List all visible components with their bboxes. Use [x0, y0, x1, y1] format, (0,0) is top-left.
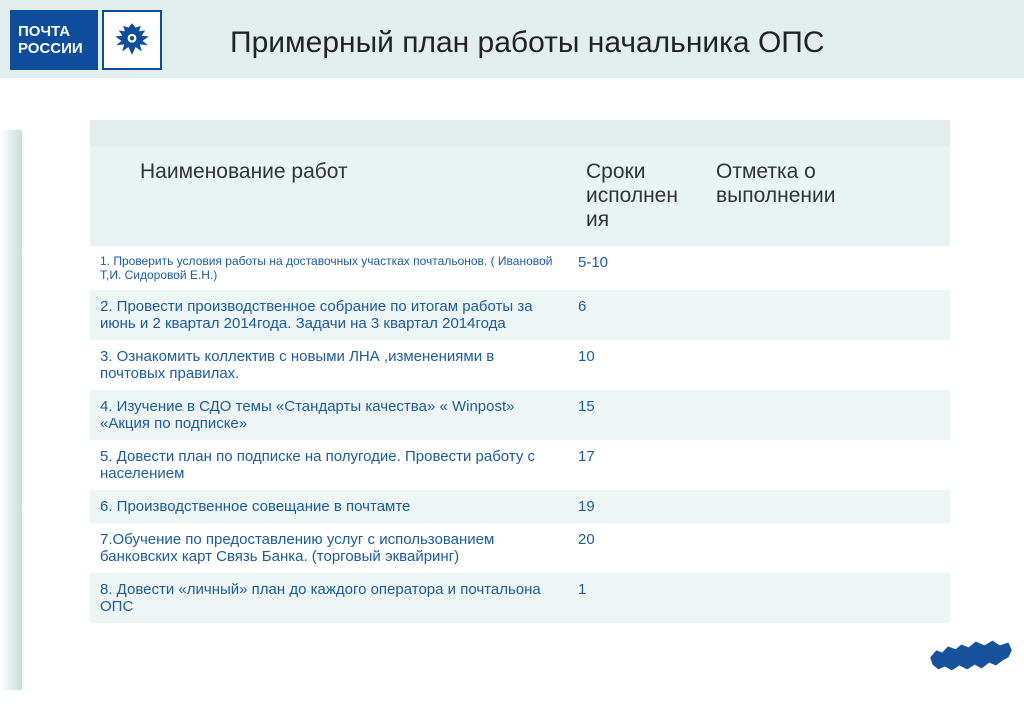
plan-table: Наименование работСроки исполнен ияОтмет… — [90, 120, 950, 623]
table-row: 7.Обучение по предоставлению услуг с исп… — [90, 523, 950, 573]
table-row: 1. Проверить условия работы на доставочн… — [90, 246, 950, 290]
cell-deadline: 15 — [568, 390, 698, 440]
table-spacer-row — [90, 120, 950, 146]
left-accent — [0, 130, 22, 690]
column-header-deadline: Сроки исполнен ия — [568, 146, 698, 246]
cell-deadline: 1 — [568, 573, 698, 623]
cell-deadline: 5-10 — [568, 246, 698, 290]
cell-deadline: 6 — [568, 290, 698, 340]
spacer-cell — [698, 120, 950, 146]
cell-mark — [698, 340, 950, 390]
russia-map-icon — [926, 631, 1016, 679]
column-header-name: Наименование работ — [90, 146, 568, 246]
cell-mark — [698, 290, 950, 340]
table-row: 6. Производственное совещание в почтамте… — [90, 490, 950, 523]
cell-mark — [698, 440, 950, 490]
cell-name: 1. Проверить условия работы на доставочн… — [90, 246, 568, 290]
cell-name: 4. Изучение в СДО темы «Стандарты качест… — [90, 390, 568, 440]
spacer-cell — [90, 120, 568, 146]
eagle-icon — [110, 18, 154, 62]
cell-mark — [698, 246, 950, 290]
cell-mark — [698, 523, 950, 573]
logo: ПОЧТА РОССИИ — [10, 10, 162, 70]
logo-line2: РОССИИ — [18, 40, 98, 57]
logo-line1: ПОЧТА — [18, 23, 98, 40]
cell-name: 5. Довести план по подписке на полугодие… — [90, 440, 568, 490]
table-row: 4. Изучение в СДО темы «Стандарты качест… — [90, 390, 950, 440]
cell-name: 7.Обучение по предоставлению услуг с исп… — [90, 523, 568, 573]
cell-deadline: 10 — [568, 340, 698, 390]
cell-name: 6. Производственное совещание в почтамте — [90, 490, 568, 523]
page-title: Примерный план работы начальника ОПС — [230, 26, 825, 60]
cell-name: 8. Довести «личный» план до каждого опер… — [90, 573, 568, 623]
table-row: 2. Провести производственное собрание по… — [90, 290, 950, 340]
cell-name: 3. Ознакомить коллектив с новыми ЛНА ,из… — [90, 340, 568, 390]
column-header-mark: Отметка о выполнении — [698, 146, 950, 246]
cell-deadline: 19 — [568, 490, 698, 523]
cell-name: 2. Провести производственное собрание по… — [90, 290, 568, 340]
logo-text: ПОЧТА РОССИИ — [10, 10, 98, 70]
cell-deadline: 20 — [568, 523, 698, 573]
table-row: 8. Довести «личный» план до каждого опер… — [90, 573, 950, 623]
cell-mark — [698, 573, 950, 623]
table-row: 3. Ознакомить коллектив с новыми ЛНА ,из… — [90, 340, 950, 390]
table-row: 5. Довести план по подписке на полугодие… — [90, 440, 950, 490]
cell-deadline: 17 — [568, 440, 698, 490]
logo-emblem — [102, 10, 162, 70]
spacer-cell — [568, 120, 698, 146]
table-header-row: Наименование работСроки исполнен ияОтмет… — [90, 146, 950, 246]
cell-mark — [698, 390, 950, 440]
cell-mark — [698, 490, 950, 523]
